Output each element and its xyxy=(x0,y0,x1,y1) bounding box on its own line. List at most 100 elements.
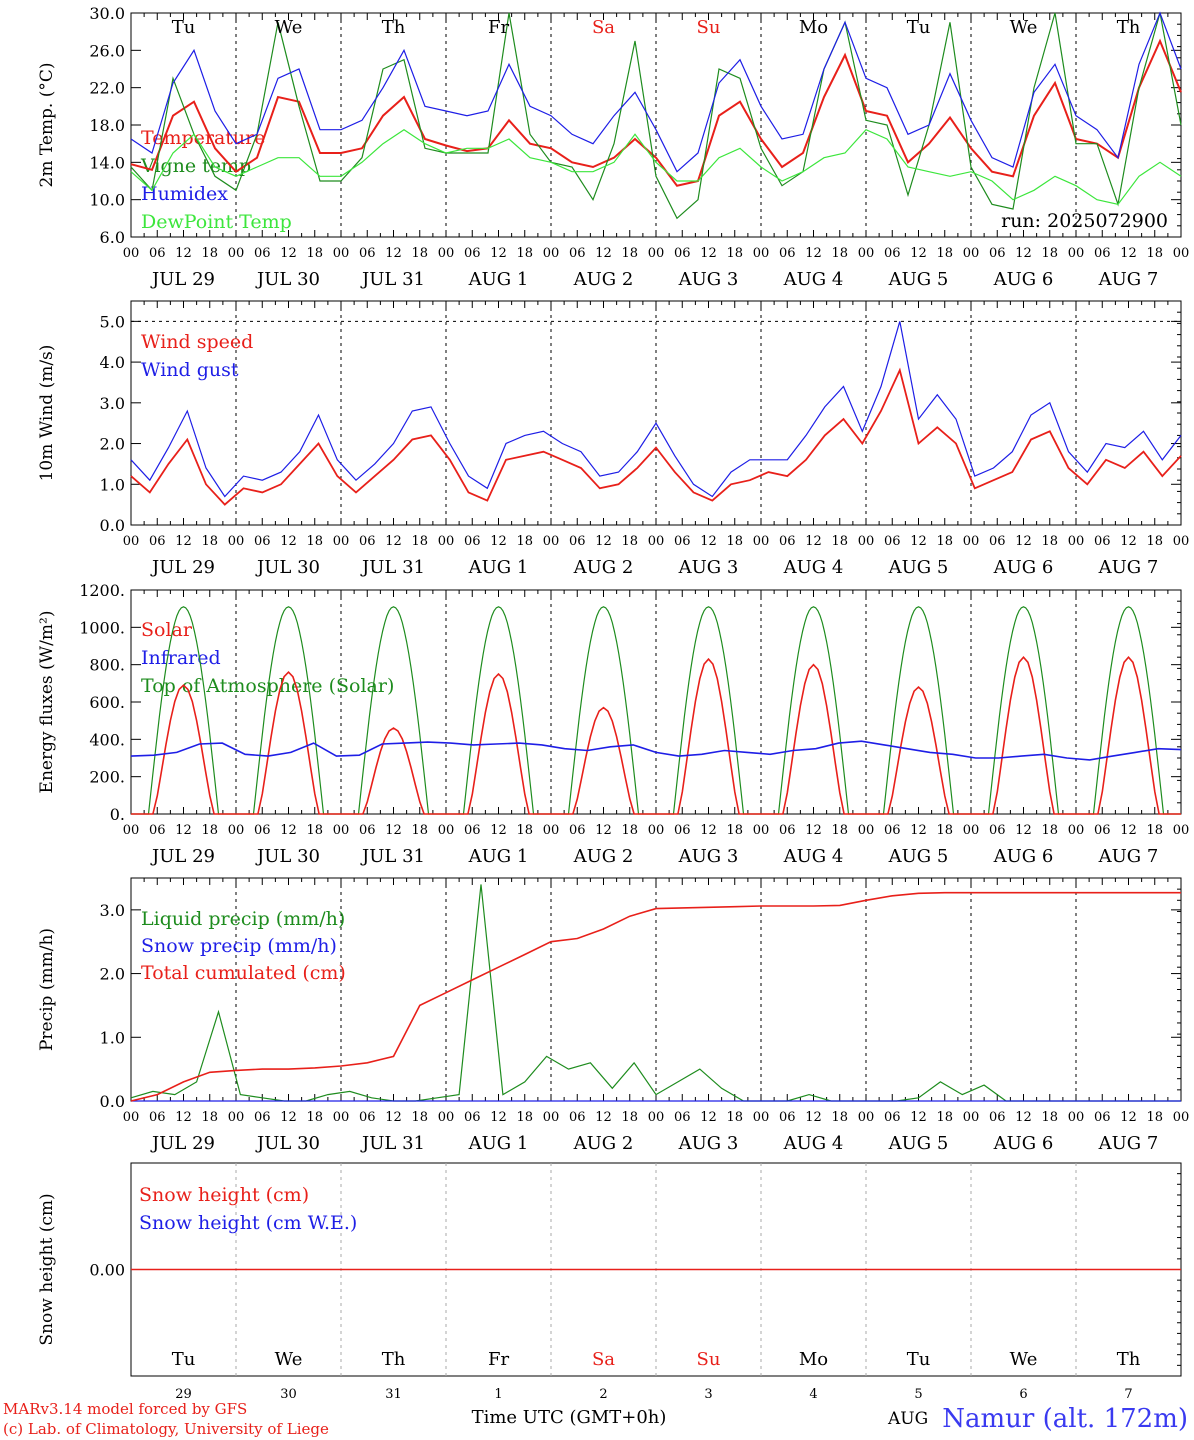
hour-label: 18 xyxy=(726,534,743,549)
hour-label: 18 xyxy=(201,534,218,549)
hour-label: 18 xyxy=(936,823,953,838)
date-label: AUG 6 xyxy=(993,557,1054,578)
day-number-label: 29 xyxy=(175,1387,192,1402)
date-label: JUL 30 xyxy=(255,557,320,578)
hour-label: 06 xyxy=(359,823,376,838)
day-number-label: 30 xyxy=(280,1387,297,1402)
hour-label: 06 xyxy=(569,1110,586,1125)
hour-label: 18 xyxy=(1146,534,1163,549)
date-label: JUL 29 xyxy=(150,269,215,290)
day-of-week-label: We xyxy=(1010,17,1038,38)
hour-label: 12 xyxy=(385,534,402,549)
day-of-week-label: Th xyxy=(382,17,406,38)
hour-label: 18 xyxy=(621,246,638,261)
hour-label: 18 xyxy=(831,1110,848,1125)
y-tick-label: 400. xyxy=(89,730,125,749)
hour-label: 12 xyxy=(805,1110,822,1125)
hour-label: 06 xyxy=(1094,823,1111,838)
hour-label: 06 xyxy=(149,246,166,261)
hour-label: 06 xyxy=(779,823,796,838)
hour-label: 12 xyxy=(700,534,717,549)
hour-label: 00 xyxy=(1068,534,1085,549)
legend-entry: Wind speed xyxy=(141,331,253,353)
date-label: AUG 6 xyxy=(993,846,1054,867)
date-label: JUL 30 xyxy=(255,269,320,290)
hour-label: 12 xyxy=(805,246,822,261)
hour-label: 00 xyxy=(1173,823,1190,838)
legend-entry: Vigne temp xyxy=(140,155,251,177)
y-tick-label: 1000. xyxy=(79,618,125,637)
hour-label: 18 xyxy=(621,823,638,838)
date-label: AUG 2 xyxy=(573,269,634,290)
day-of-week-label: Fr xyxy=(488,17,509,38)
date-label: AUG 1 xyxy=(468,269,529,290)
y-axis-label: 2m Temp. (°C) xyxy=(37,62,57,187)
legend-entry: DewPoint Temp xyxy=(141,211,292,233)
hour-label: 00 xyxy=(333,1110,350,1125)
y-tick-label: 30.0 xyxy=(89,4,125,23)
day-of-week-label: Sa xyxy=(592,17,615,38)
y-tick-label: 6.0 xyxy=(100,228,125,247)
hour-label: 00 xyxy=(1068,246,1085,261)
hour-label: 00 xyxy=(858,246,875,261)
date-label: JUL 30 xyxy=(255,1133,320,1154)
hour-label: 12 xyxy=(805,823,822,838)
series-line xyxy=(131,655,1181,815)
hour-label: 12 xyxy=(1120,246,1137,261)
hour-label: 12 xyxy=(175,823,192,838)
date-label: AUG 3 xyxy=(678,557,739,578)
hour-label: 06 xyxy=(884,246,901,261)
y-tick-label: 18.0 xyxy=(89,116,125,135)
hour-label: 12 xyxy=(910,1110,927,1125)
legend-entry: Total cumulated (cm) xyxy=(141,962,346,984)
hour-label: 00 xyxy=(228,823,245,838)
series-line xyxy=(130,128,1182,205)
hour-label: 06 xyxy=(254,1110,271,1125)
hour-label: 06 xyxy=(464,246,481,261)
hour-label: 18 xyxy=(411,1110,428,1125)
hour-label: 06 xyxy=(149,534,166,549)
hour-label: 18 xyxy=(411,246,428,261)
hour-label: 12 xyxy=(175,246,192,261)
hour-label: 18 xyxy=(306,823,323,838)
hour-label: 00 xyxy=(753,1110,770,1125)
hour-label: 12 xyxy=(700,823,717,838)
hour-label: 06 xyxy=(674,246,691,261)
y-tick-label: 0.0 xyxy=(100,516,125,535)
date-label: AUG 5 xyxy=(888,846,949,867)
hour-label: 06 xyxy=(254,823,271,838)
hour-label: 18 xyxy=(1041,246,1058,261)
hour-label: 18 xyxy=(1041,534,1058,549)
date-label: JUL 29 xyxy=(150,846,215,867)
hour-label: 06 xyxy=(989,534,1006,549)
day-of-week-label: Su xyxy=(697,17,721,38)
date-label: AUG 4 xyxy=(783,1133,844,1154)
hour-label: 12 xyxy=(385,246,402,261)
copyright-credit: (c) Lab. of Climatology, University of L… xyxy=(3,1420,329,1438)
hour-label: 12 xyxy=(490,534,507,549)
panel-5: 0.00 Snow height (cm) Snow height (cm) Snow… xyxy=(37,1162,1182,1402)
hour-label: 06 xyxy=(1094,1110,1111,1125)
hour-label: 12 xyxy=(595,823,612,838)
date-label: AUG 7 xyxy=(1098,846,1159,867)
series-line xyxy=(130,367,1182,506)
y-tick-label: 800. xyxy=(89,656,125,675)
date-label: AUG 1 xyxy=(468,1133,529,1154)
hour-label: 18 xyxy=(306,1110,323,1125)
hour-label: 12 xyxy=(595,246,612,261)
hour-label: 00 xyxy=(1068,823,1085,838)
y-tick-label: 0.0 xyxy=(100,1092,125,1111)
date-label: AUG 2 xyxy=(573,557,634,578)
hour-label: 06 xyxy=(464,823,481,838)
hour-label: 12 xyxy=(1120,1110,1137,1125)
hour-label: 00 xyxy=(648,534,665,549)
hour-label: 12 xyxy=(280,534,297,549)
day-of-week-label: Su xyxy=(697,1349,721,1370)
hour-label: 06 xyxy=(884,823,901,838)
date-label: AUG 1 xyxy=(468,557,529,578)
series-line xyxy=(130,12,1182,220)
legend-entry: Solar xyxy=(141,619,193,641)
hour-label: 00 xyxy=(543,534,560,549)
date-label: AUG 5 xyxy=(888,1133,949,1154)
day-of-week-label: Fr xyxy=(488,1349,509,1370)
